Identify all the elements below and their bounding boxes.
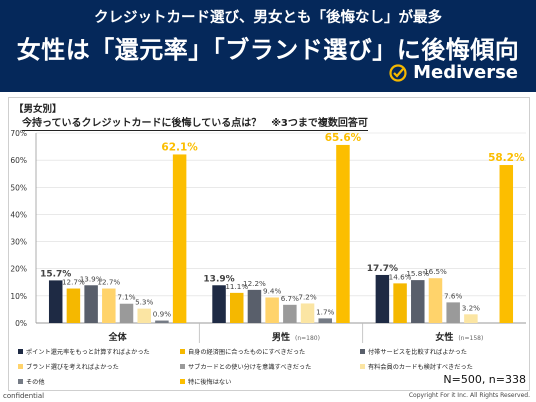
bar — [66, 288, 81, 323]
y-tick-label: 70% — [10, 129, 27, 138]
bar — [230, 292, 244, 323]
y-tick-label: 20% — [10, 265, 27, 274]
legend-swatch — [180, 379, 185, 384]
legend-swatch — [18, 349, 23, 354]
y-tick-label: 60% — [10, 156, 27, 165]
bar — [247, 289, 262, 323]
legend-label: ポイント還元率をもっと計算すればよかった — [26, 349, 150, 356]
bar — [393, 283, 407, 323]
data-label: 9.4% — [263, 286, 281, 295]
y-tick-label: 40% — [10, 210, 27, 219]
chart-panel — [8, 97, 530, 391]
category-label: 女性 — [435, 331, 453, 343]
bar — [411, 280, 425, 323]
y-tick-label: 30% — [10, 238, 27, 247]
data-label: 16.5% — [424, 267, 447, 276]
data-label: 1.7% — [316, 307, 334, 316]
legend-item: サブカードとの使い分けを意識すべきだった — [180, 362, 311, 371]
data-label: 3.2% — [462, 303, 480, 312]
footer-confidential: confidential — [3, 392, 45, 400]
bar — [318, 318, 332, 323]
brand-name: Mediverse — [413, 62, 518, 83]
legend-item: ブランド選びを考えればよかった — [18, 362, 119, 371]
category-n-label: (n=158) — [458, 335, 483, 342]
legend-swatch — [360, 349, 365, 354]
legend-label: 付帯サービスを比較すればよかった — [368, 349, 467, 356]
data-label: 0.9% — [153, 310, 171, 319]
bar — [428, 278, 443, 323]
legend-label: 特に後悔はない — [188, 379, 232, 386]
legend-label: サブカードとの使い分けを意識すべきだった — [188, 364, 312, 371]
legend-swatch — [180, 349, 185, 354]
legend-label: ブランド選びを考えればよかった — [26, 364, 119, 371]
category-label: 男性 — [272, 331, 290, 343]
bar — [375, 274, 390, 323]
legend-item: 自身の経済圏に合ったものにすべきだった — [180, 347, 305, 356]
bar — [265, 297, 279, 323]
y-tick-label: 50% — [10, 183, 27, 192]
legend-item: 特に後悔はない — [180, 377, 231, 386]
brand-logo: Mediverse — [389, 62, 518, 83]
data-label: 5.3% — [135, 298, 153, 307]
data-label: 15.8% — [406, 269, 429, 278]
data-label: 14.6% — [389, 272, 412, 281]
data-label: 17.7% — [367, 264, 398, 274]
legend-swatch — [18, 364, 23, 369]
header-title: 女性は「還元率」「ブランド選び」に後悔傾向 — [16, 36, 520, 64]
y-tick-label: 0% — [15, 319, 27, 328]
bar — [464, 314, 478, 323]
segment-label: 【男女別】 — [14, 104, 62, 115]
legend-swatch — [360, 364, 365, 369]
data-label: 15.7% — [40, 269, 71, 279]
data-label: 58.2% — [488, 152, 525, 164]
data-label: 11.1% — [225, 282, 248, 291]
bar — [137, 308, 151, 323]
data-label: 7.1% — [117, 293, 135, 302]
header-banner: クレジットカード選び、男女とも「後悔なし」が最多 女性は「還元率」「ブランド選び… — [0, 0, 536, 92]
legend-item: その他 — [18, 377, 45, 386]
legend-swatch — [18, 379, 23, 384]
data-label: 6.7% — [281, 294, 299, 303]
legend-label: その他 — [26, 379, 45, 386]
bar — [499, 165, 514, 323]
mediverse-logo-icon — [389, 63, 407, 82]
legend-label: 自身の経済圏に合ったものにすべきだった — [188, 349, 306, 356]
legend-item: 付帯サービスを比較すればよかった — [360, 347, 467, 356]
data-label: 13.9% — [80, 274, 103, 283]
bar — [212, 285, 226, 323]
data-label: 7.2% — [298, 292, 316, 301]
bar — [172, 154, 187, 323]
bar — [446, 302, 460, 323]
bar — [283, 304, 297, 323]
sample-size: N=500, n=338 — [443, 373, 526, 386]
legend-swatch — [180, 364, 185, 369]
data-label: 12.2% — [243, 279, 266, 288]
bar — [300, 303, 315, 323]
legend-item: ポイント還元率をもっと計算すればよかった — [18, 347, 150, 356]
data-label: 65.6% — [325, 132, 362, 144]
bar — [336, 144, 350, 323]
footer-copyright: Copyright For it Inc. All Rights Reserve… — [408, 392, 530, 399]
bar — [155, 320, 169, 323]
bar — [48, 280, 63, 323]
category-label: 全体 — [108, 331, 128, 343]
legend-label: 有料会員のカードも検討すべきだった — [368, 364, 473, 371]
legend-item: 有料会員のカードも検討すべきだった — [360, 362, 473, 371]
y-tick-label: 10% — [10, 292, 27, 301]
bar — [119, 303, 134, 323]
data-label: 12.7% — [62, 278, 85, 287]
survey-question: 今持っているクレジットカードに後悔している点は？ ※3つまで複数回答可 — [22, 114, 368, 131]
data-label: 7.6% — [444, 291, 462, 300]
header-subtitle: クレジットカード選び、男女とも「後悔なし」が最多 — [94, 10, 442, 26]
data-label: 13.9% — [203, 274, 234, 284]
category-n-label: (n=180) — [295, 335, 320, 342]
data-label: 62.1% — [161, 141, 198, 153]
data-label: 12.7% — [97, 278, 120, 287]
bar — [102, 288, 116, 323]
bar — [84, 285, 98, 323]
